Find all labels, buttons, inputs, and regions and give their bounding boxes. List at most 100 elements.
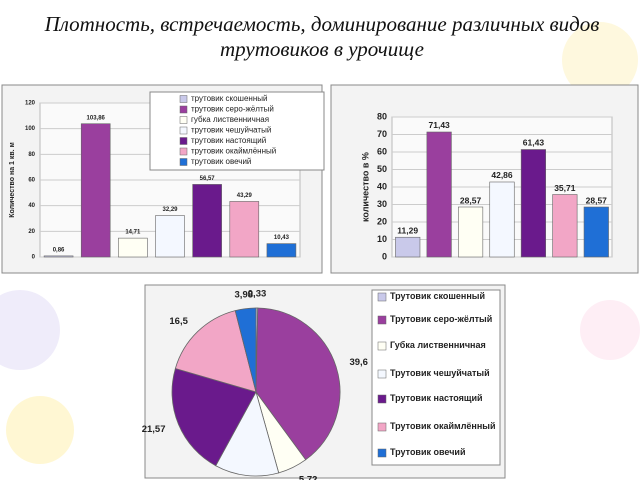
bar [395,236,421,258]
bar [520,149,546,258]
value-label: 10,43 [274,235,290,241]
legend-swatch [377,315,387,325]
bar [552,194,578,258]
bar [192,184,222,258]
legend-label: трутовик чешуйчатый [191,126,271,135]
legend-label: трутовик окаймлённый [191,147,276,156]
legend-label: Трутовик окаймлённый [390,421,496,431]
legend-label: Трутовик серо-жёлтый [390,314,493,324]
y-tick-label: 80 [28,152,35,158]
legend-swatch [179,158,188,166]
y-tick-label: 20 [377,216,387,226]
bar [155,215,185,258]
y-tick-label: 0 [32,255,36,261]
legend-entry: Губка лиственничная [390,340,486,350]
y-tick-label: 60 [28,178,35,184]
legend-entry: Трутовик скошенный [390,291,485,301]
pie-slice [174,310,257,393]
bar [80,123,111,258]
legend-swatch [179,137,188,145]
legend-label: Губка лиственничная [390,340,486,350]
value-label: 103,86 [87,115,106,121]
value-label: 35,71 [554,183,576,193]
legend-entry: Трутовик серо-жёлтый [390,314,493,324]
y-tick-label: 80 [377,111,387,121]
value-label: 42,86 [491,170,513,180]
legend-label: трутовик серо-жёлтый [191,105,274,114]
y-axis-label: количество в % [360,152,370,222]
decoration [562,22,638,98]
legend-swatch [179,126,188,135]
bar [118,237,148,258]
value-label: 0,33 [248,289,267,300]
legend-label: трутовик скошенный [191,94,267,103]
y-tick-label: 120 [25,101,36,107]
title: Плотность, встречаемость, доминирование … [44,12,600,36]
legend-label: Трутовик скошенный [390,291,485,301]
legend-entry: Трутовик настоящий [390,393,483,403]
pie-slice [171,367,257,467]
y-tick-label: 10 [377,234,387,244]
legend-swatch [377,394,387,404]
decoration [580,300,640,360]
legend-swatch [377,422,387,432]
bar [229,201,260,258]
y-tick-label: 30 [377,199,387,209]
y-tick-label: 60 [377,146,387,156]
bar [426,131,452,258]
value-label: 28,57 [460,195,482,205]
legend-label: Трутовик чешуйчатый [390,368,490,378]
decoration [0,290,60,370]
legend-swatch [179,95,188,103]
legend-swatch [179,105,188,114]
y-axis-label: Количество на 1 кв. м [9,142,16,218]
value-label: 14,71 [125,230,141,236]
y-tick-label: 100 [25,126,36,132]
y-tick-label: 0 [382,251,387,261]
bar [458,206,484,258]
legend-entry: Трутовик овечий [390,447,466,457]
legend-label: трутовик овечий [191,157,251,166]
legend-entry: Трутовик окаймлённый [390,421,496,431]
bar [583,206,609,258]
legend-label: Трутовик овечий [390,447,466,457]
legend-label: Трутовик настоящий [390,393,483,403]
legend-entry: Трутовик чешуйчатый [390,368,490,378]
y-tick-label: 40 [28,203,35,209]
legend-swatch [377,341,387,351]
pie-slice [255,307,341,461]
value-label: 32,29 [162,207,178,213]
legend-swatch [377,448,387,458]
legend-box [371,289,501,466]
bar [266,243,297,258]
value-label: 16,5 [169,316,188,327]
y-tick-label: 70 [377,129,387,139]
value-label: 3,98 [235,289,254,300]
legend-box [149,91,325,171]
value-label: 39,6 [349,357,368,368]
value-label: 21,57 [142,424,166,435]
bar [43,255,74,258]
value-label: 28,57 [586,195,608,205]
legend-swatch [179,116,188,124]
value-label: 61,43 [523,138,545,148]
value-label: 43,29 [237,193,253,199]
pie-slice [234,307,257,393]
decoration [6,396,74,464]
value-label: 71,43 [429,120,451,130]
legend-swatch [377,292,387,302]
pie-slice [215,390,280,477]
value-label: 0,86 [53,247,65,253]
y-tick-label: 20 [28,229,35,235]
bar [489,181,515,258]
y-tick-label: 50 [377,164,387,174]
value-label: 56,57 [200,176,216,182]
legend-swatch [377,369,387,379]
legend-swatch [179,147,188,156]
legend-label: губка лиственничная [191,115,269,124]
title: трутовиков в урочище [220,37,424,61]
value-label: 11,29 [397,225,418,235]
y-tick-label: 40 [377,181,387,191]
value-label: 5,72 [299,475,318,480]
